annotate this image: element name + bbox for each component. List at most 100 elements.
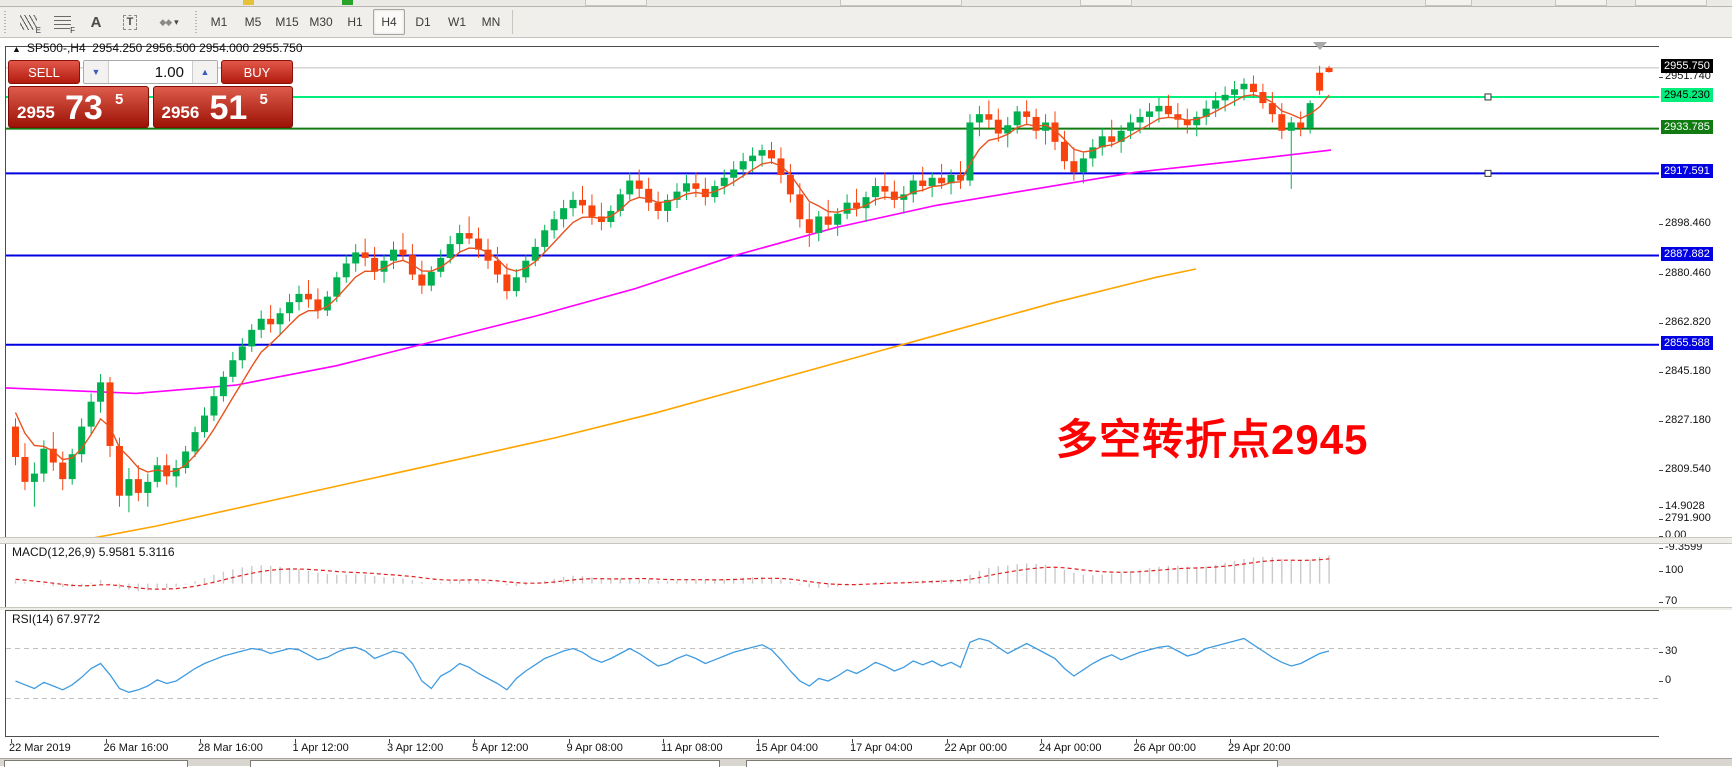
time-axis-label: 26 Apr 00:00: [1133, 742, 1196, 754]
window-bottom-edge: [0, 758, 1732, 767]
line-studies-toolbar: E F A T ◆◆ ▾ M1 M5 M15 M30 H1 H4 D1 W1 MN: [0, 7, 1732, 38]
tf-button-m5[interactable]: M5: [244, 15, 262, 29]
price-axis-tick: 2791.900: [1659, 511, 1711, 524]
price-level-badge: 2933.785: [1661, 119, 1713, 134]
chart-window: ▲ SP500-,H4 2954.250 2956.500 2954.000 29…: [0, 38, 1732, 767]
indicator-axis-tick: 0: [1658, 674, 1672, 686]
price-axis-tick: 2862.820: [1659, 315, 1711, 328]
ohlc-values: 2954.250 2956.500 2954.000 2955.750: [92, 41, 303, 55]
text-tool-button[interactable]: A: [80, 8, 112, 36]
cutoff-button-fragment: [585, 0, 647, 6]
price-level-badge: 2887.882: [1661, 246, 1713, 261]
arrow-tools-icon: ◆◆: [159, 16, 172, 27]
price-chart-pane[interactable]: [5, 46, 1660, 539]
rsi-chart-canvas[interactable]: [6, 611, 1659, 736]
time-axis-label: 29 Apr 20:00: [1228, 742, 1291, 754]
indicator-axis-tick: -9.3599: [1658, 541, 1703, 553]
sell-price-big: 73: [65, 89, 103, 127]
price-axis-tick: 2809.540: [1659, 463, 1711, 476]
time-axis-tick: [474, 739, 476, 743]
time-axis-label: 5 Apr 12:00: [472, 742, 529, 754]
buy-price-big: 51: [209, 89, 248, 127]
macd-indicator-pane[interactable]: [5, 543, 1660, 609]
macd-chart-canvas[interactable]: [6, 544, 1659, 608]
price-axis-tick: 2898.460: [1659, 217, 1711, 230]
tf-button-m15[interactable]: M15: [275, 15, 299, 29]
tf-button-d1[interactable]: D1: [415, 15, 431, 29]
symbol-timeframe: SP500-,H4: [26, 41, 86, 55]
buy-price-box[interactable]: 2956 51 5: [152, 86, 293, 128]
price-axis[interactable]: 2951.740 2898.460 2880.460 2862.820 2845.180…: [1658, 38, 1732, 757]
time-axis-tick: [568, 739, 570, 743]
pane-splitter[interactable]: [0, 607, 1732, 610]
time-axis-label: 15 Apr 04:00: [755, 742, 818, 754]
price-level-badge: 2855.588: [1661, 335, 1713, 350]
cutoff-button-fragment: [1425, 0, 1472, 6]
tf-button-m1[interactable]: M1: [210, 15, 228, 29]
time-axis-label: 11 Apr 08:00: [661, 742, 723, 754]
rsi-indicator-pane[interactable]: [5, 610, 1660, 737]
chart-info-line: ▲ SP500-,H4 2954.250 2956.500 2954.000 29…: [12, 41, 303, 55]
collapse-arrow-icon[interactable]: ▲: [12, 44, 21, 54]
sell-button[interactable]: SELL: [8, 60, 80, 84]
time-axis-tick: [1135, 739, 1137, 743]
time-axis-label: 22 Mar 2019: [9, 742, 71, 754]
tf-button-m30[interactable]: M30: [309, 15, 333, 29]
buy-price-prefix: 2956: [161, 103, 200, 122]
volume-increase-button[interactable]: ▲: [192, 61, 217, 83]
time-axis-tick: [1041, 739, 1043, 743]
icon-subscript: F: [70, 26, 75, 35]
rsi-label: RSI(14) 67.9772: [12, 612, 101, 626]
equidistant-channel-button[interactable]: E: [12, 8, 44, 36]
tf-button-h1[interactable]: H1: [347, 15, 363, 29]
volume-decrease-button[interactable]: ▼: [84, 61, 109, 83]
time-axis-label: 3 Apr 12:00: [387, 742, 444, 754]
cutoff-button-fragment: [1555, 0, 1607, 6]
cutoff-panel-fragment: [250, 760, 720, 767]
indicator-axis-tick: 70: [1658, 595, 1678, 607]
time-axis[interactable]: 22 Mar 2019 26 Mar 16:00 28 Mar 16:00 1 Apr…: [0, 739, 1732, 757]
toolbar-drag-handle[interactable]: [3, 11, 8, 33]
volume-input[interactable]: 1.00: [109, 61, 192, 83]
buy-price-sup: 5: [259, 91, 268, 108]
indicator-axis-tick: 30: [1658, 645, 1678, 657]
price-axis-tick: 2845.180: [1659, 364, 1711, 377]
cutoff-panel-fragment: [4, 760, 188, 767]
time-axis-tick: [294, 739, 296, 743]
time-axis-tick: [757, 739, 759, 743]
pane-splitter[interactable]: [0, 537, 1732, 544]
cutoff-green-icon: [342, 0, 353, 5]
text-label-tool-button[interactable]: T: [114, 8, 146, 36]
tf-button-h4[interactable]: H4: [373, 9, 405, 35]
chart-end-triangle-icon: [1313, 42, 1327, 50]
price-level-badge: 2945.230: [1661, 87, 1713, 102]
indicator-axis-tick: 14.9028: [1659, 500, 1705, 512]
fibonacci-retracement-button[interactable]: F: [46, 8, 78, 36]
time-axis-tick: [1230, 739, 1232, 743]
tf-button-mn[interactable]: MN: [481, 15, 501, 29]
tf-button-w1[interactable]: W1: [448, 15, 466, 29]
time-axis-label: 9 Apr 08:00: [566, 742, 623, 754]
time-axis-tick: [11, 739, 12, 743]
fibonacci-retracement-icon: [53, 15, 71, 29]
time-axis-tick: [852, 739, 854, 743]
arrow-tools-button[interactable]: ◆◆ ▾: [148, 8, 190, 36]
buy-button[interactable]: BUY: [221, 60, 293, 84]
price-axis-tick: 2951.740: [1659, 69, 1711, 82]
time-axis-tick: [663, 739, 665, 743]
time-axis-tick: [946, 739, 948, 743]
price-axis-tick: 2880.460: [1659, 267, 1711, 280]
sell-price-box[interactable]: 2955 73 5: [8, 86, 149, 128]
time-axis-tick: [105, 739, 107, 743]
text-label-tool-icon: T: [122, 14, 138, 30]
time-axis-label: 24 Apr 00:00: [1039, 742, 1102, 754]
macd-label: MACD(12,26,9) 5.9581 5.3116: [12, 545, 175, 559]
time-axis-label: 17 Apr 04:00: [850, 742, 913, 754]
time-axis-label: 1 Apr 12:00: [292, 742, 349, 754]
time-axis-label: 26 Mar 16:00: [103, 742, 169, 754]
volume-stepper: ▼ 1.00 ▲: [83, 60, 218, 84]
toolbar-drag-handle[interactable]: [194, 11, 199, 33]
one-click-trading-widget: SELL ▼ 1.00 ▲ BUY 2955 73 5 2956 51 5: [8, 60, 293, 128]
dropdown-caret-icon: ▾: [174, 16, 179, 27]
time-axis-tick: [200, 739, 201, 743]
